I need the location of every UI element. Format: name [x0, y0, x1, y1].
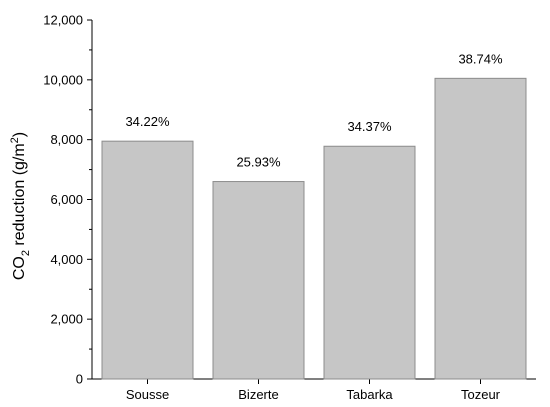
y-axis-label: CO2 reduction (g/m2)	[9, 132, 32, 280]
x-tick-label: Tozeur	[461, 387, 501, 402]
data-label: 25.93%	[236, 155, 281, 170]
y-tick-label: 0	[76, 372, 83, 387]
bar-bizerte	[212, 181, 305, 380]
y-tick-label: 2,000	[50, 312, 83, 327]
bar-tozeur	[434, 77, 527, 380]
data-labels: 34.22% 25.93% 34.37% 38.74%	[125, 51, 503, 169]
bar-tabarka	[323, 145, 416, 380]
x-tick-label: Sousse	[126, 387, 169, 402]
data-label: 38.74%	[458, 51, 503, 66]
y-tick-label: 10,000	[43, 72, 83, 87]
y-tick-label: 8,000	[50, 132, 83, 147]
y-tick-label: 6,000	[50, 192, 83, 207]
axes: 0 2,000 4,000 6,000 8,000 10,000 12,000 Sousse B…	[43, 13, 536, 402]
x-tick-label: Bizerte	[238, 387, 278, 402]
y-tick-label: 12,000	[43, 13, 83, 28]
x-tick-label: Tabarka	[346, 387, 393, 402]
bars	[101, 77, 527, 380]
data-label: 34.37%	[347, 119, 392, 134]
data-label: 34.22%	[125, 114, 170, 129]
y-tick-label: 4,000	[50, 252, 83, 267]
bar-sousse	[101, 140, 194, 380]
